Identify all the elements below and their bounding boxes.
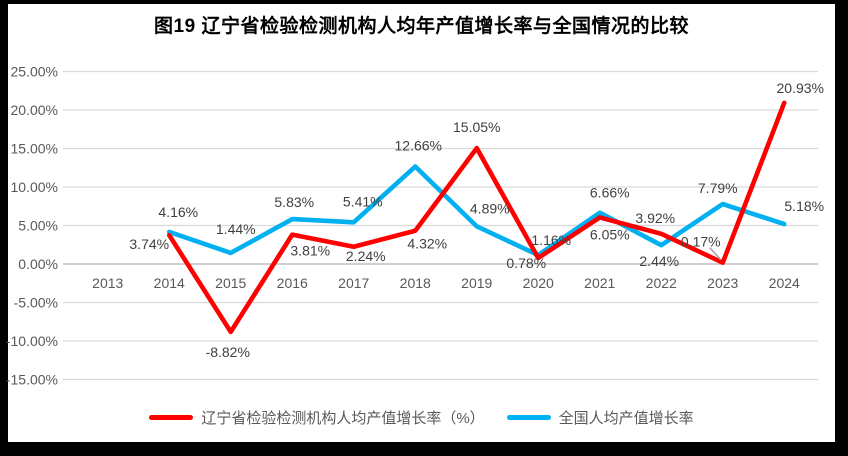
legend-swatch xyxy=(506,414,551,420)
x-tick-label: 2020 xyxy=(523,275,554,291)
legend-item: 全国人均产值增长率 xyxy=(506,407,694,428)
x-tick-label: 2013 xyxy=(92,275,123,291)
x-tick-label: 2017 xyxy=(338,275,369,291)
y-tick-label: 25.00% xyxy=(11,64,58,80)
x-tick-label: 2023 xyxy=(707,275,738,291)
data-label: 4.16% xyxy=(158,204,198,220)
data-label: 12.66% xyxy=(395,138,442,154)
y-tick-label: 20.00% xyxy=(11,102,58,118)
data-label: 6.05% xyxy=(590,226,630,242)
series-line-0 xyxy=(166,100,787,335)
y-tick-label: -5.00% xyxy=(14,295,58,311)
data-label: 15.05% xyxy=(453,119,500,135)
x-tick-label: 2019 xyxy=(461,275,492,291)
data-label: 5.41% xyxy=(343,193,383,209)
x-tick-label: 2016 xyxy=(277,275,308,291)
y-tick-label: 15.00% xyxy=(11,141,58,157)
data-label: 1.16% xyxy=(531,232,571,248)
chart-title: 图19 辽宁省检验检测机构人均年产值增长率与全国情况的比较 xyxy=(154,16,689,37)
data-label: 0.78% xyxy=(506,255,546,271)
series-line-1 xyxy=(166,164,787,258)
data-label: 4.89% xyxy=(470,200,510,216)
data-label: 3.81% xyxy=(290,243,330,259)
data-label: 2.24% xyxy=(346,248,386,264)
x-tick-label: 2022 xyxy=(646,275,677,291)
y-tick-label: -10.00% xyxy=(6,333,58,349)
x-tick-label: 2024 xyxy=(769,275,800,291)
data-label: 1.44% xyxy=(216,221,256,237)
data-label: -8.82% xyxy=(206,344,250,360)
data-label: 4.32% xyxy=(407,236,447,252)
x-tick-label: 2018 xyxy=(400,275,431,291)
x-tick-label: 2021 xyxy=(584,275,615,291)
data-label: 3.92% xyxy=(635,210,675,226)
y-tick-label: 10.00% xyxy=(11,179,58,195)
data-label: 6.66% xyxy=(590,185,630,201)
y-tick-label: -15.00% xyxy=(6,372,58,388)
legend-swatch xyxy=(149,414,194,420)
x-tick-label: 2015 xyxy=(215,275,246,291)
data-label: 3.74% xyxy=(129,236,169,252)
data-label: 5.18% xyxy=(784,198,824,214)
data-label: 7.79% xyxy=(698,180,738,196)
y-tick-label: 0.00% xyxy=(18,256,58,272)
chart-legend: 辽宁省检验检测机构人均产值增长率（%） 全国人均产值增长率 xyxy=(8,405,835,429)
y-tick-label: 5.00% xyxy=(18,218,58,234)
data-label: 5.83% xyxy=(274,194,314,210)
legend-label: 全国人均产值增长率 xyxy=(558,409,694,427)
data-label: 20.93% xyxy=(777,80,824,96)
data-label: 0.17% xyxy=(681,234,721,250)
label-leader-line xyxy=(709,247,722,261)
legend-label: 辽宁省检验检测机构人均产值增长率（%） xyxy=(201,409,485,427)
x-tick-label: 2014 xyxy=(154,275,185,291)
legend-item: 辽宁省检验检测机构人均产值增长率（%） xyxy=(149,407,485,428)
data-label: 2.44% xyxy=(639,253,679,269)
